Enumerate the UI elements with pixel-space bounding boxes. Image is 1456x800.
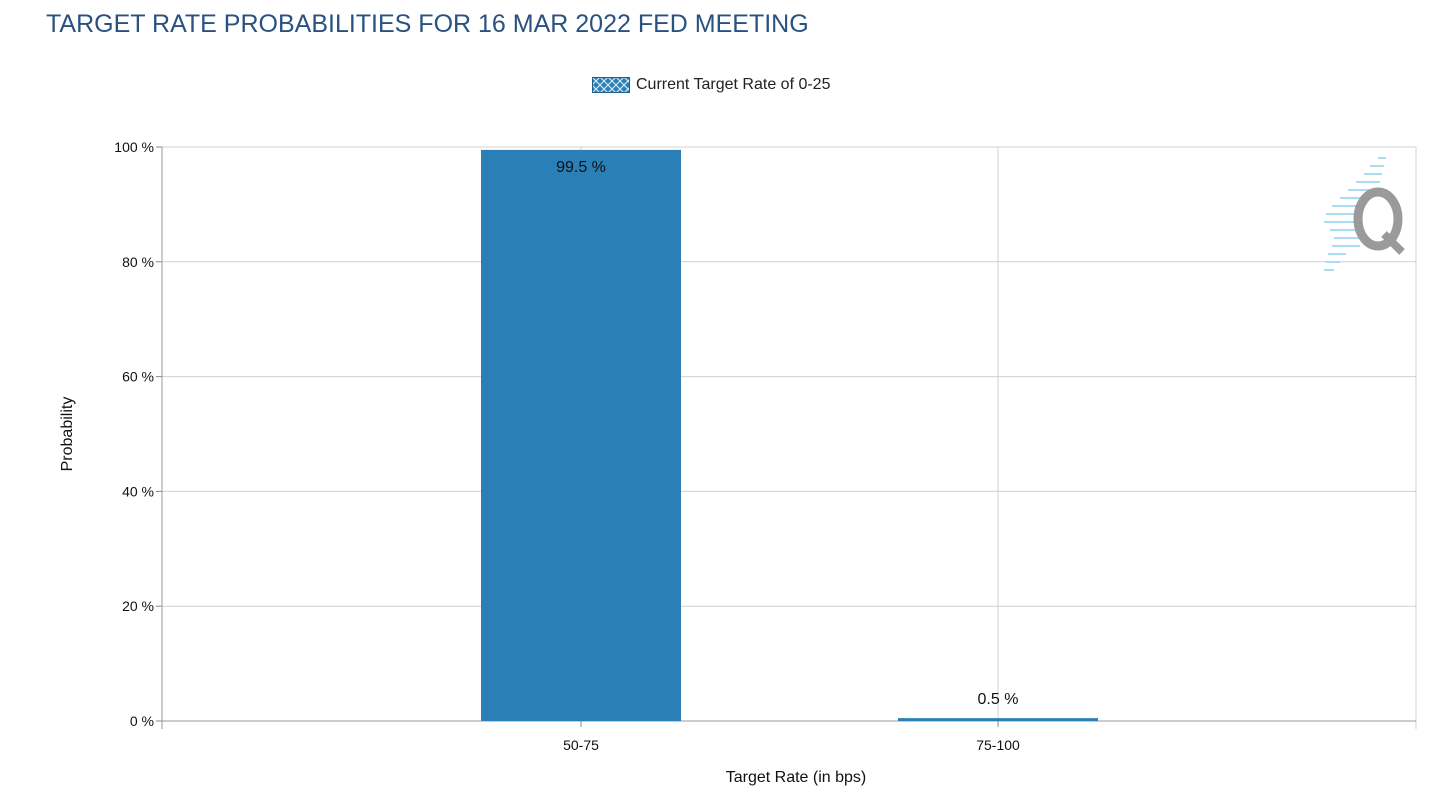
legend-swatch-icon bbox=[592, 77, 630, 93]
y-tick-label: 80 % bbox=[122, 254, 154, 270]
y-tick-label: 100 % bbox=[114, 139, 154, 155]
chart-title: TARGET RATE PROBABILITIES FOR 16 MAR 202… bbox=[46, 10, 809, 38]
legend-label: Current Target Rate of 0-25 bbox=[636, 76, 831, 93]
bar-75-100 bbox=[898, 718, 1098, 721]
data-label-50-75: 99.5 % bbox=[556, 159, 606, 176]
x-axis-title: Target Rate (in bps) bbox=[726, 769, 867, 786]
data-label-75-100: 0.5 % bbox=[978, 691, 1019, 708]
q-logo-icon bbox=[1324, 157, 1405, 271]
watermark-ring bbox=[1353, 187, 1403, 251]
x-tick-label: 75-100 bbox=[976, 737, 1020, 753]
x-tick-label: 50-75 bbox=[563, 737, 599, 753]
bar-50-75 bbox=[481, 149, 681, 721]
y-tick-label: 40 % bbox=[122, 483, 154, 499]
y-axis-title: Probability bbox=[59, 397, 76, 472]
y-tick-label: 20 % bbox=[122, 598, 154, 614]
y-tick-label: 0 % bbox=[130, 713, 154, 729]
legend: Current Target Rate of 0-25 bbox=[592, 76, 830, 94]
y-tick-label: 60 % bbox=[122, 369, 154, 385]
watermark-tail bbox=[1381, 231, 1405, 255]
